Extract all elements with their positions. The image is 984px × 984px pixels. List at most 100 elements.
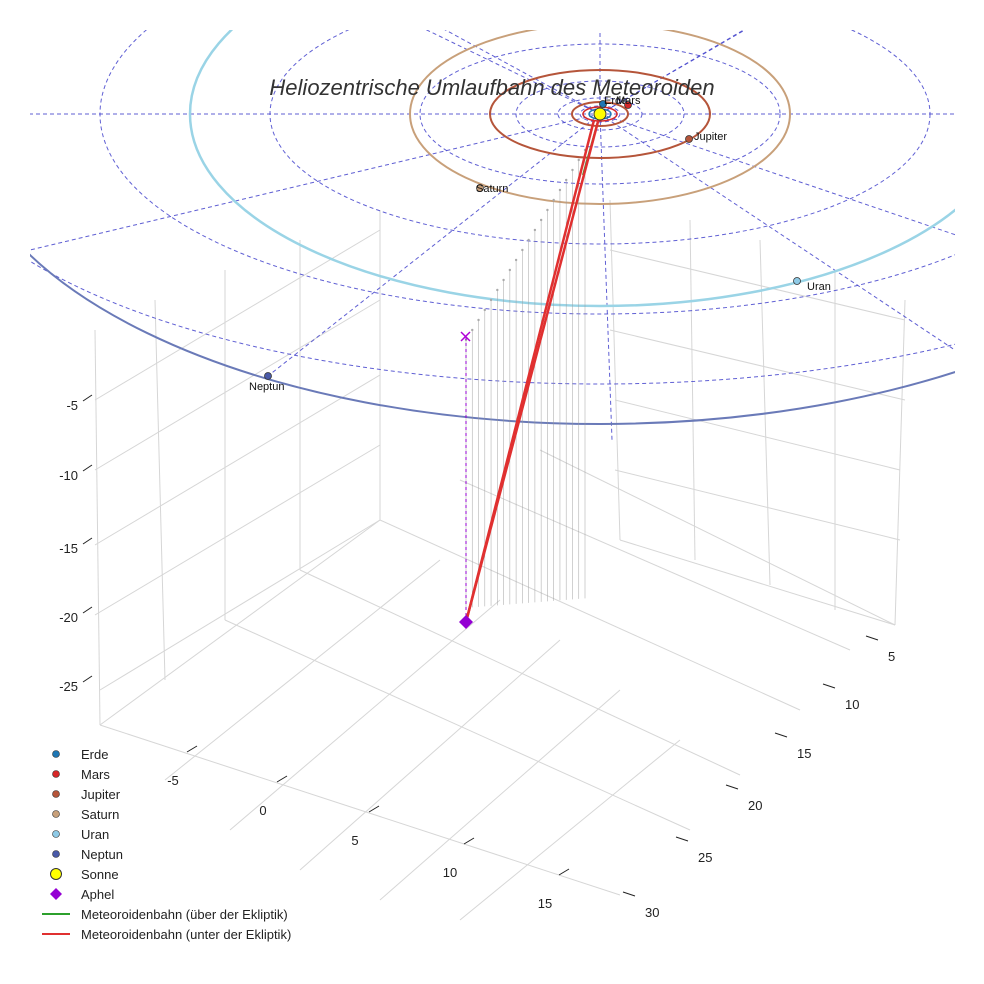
polar-spoke <box>267 113 601 377</box>
legend-swatch <box>50 888 62 900</box>
aphel-marker <box>459 615 473 629</box>
legend-swatch <box>52 790 60 798</box>
grid-line <box>619 539 896 626</box>
legend-label: Erde <box>81 747 108 762</box>
orbit-saturn <box>409 30 791 205</box>
grid-line <box>614 469 901 541</box>
legend-label: Sonne <box>81 867 119 882</box>
y-tick-label: 15 <box>797 746 811 761</box>
x-tick-label: 10 <box>443 865 457 880</box>
polar-spoke <box>599 113 955 351</box>
planet-orbits <box>30 30 955 425</box>
z-tick-mark <box>82 537 93 545</box>
orbit-uran <box>188 30 955 308</box>
grid-line <box>299 569 741 776</box>
y-tick-mark <box>622 891 636 897</box>
x-tick-label: 5 <box>351 833 358 848</box>
x-tick-mark <box>276 775 288 783</box>
grid-line <box>894 299 906 626</box>
planet-erde <box>599 100 607 108</box>
drop-point <box>514 258 518 262</box>
legend-swatch <box>50 868 62 880</box>
drop-point <box>577 158 580 162</box>
grid-line <box>94 299 381 471</box>
x-tick-mark <box>368 805 380 813</box>
z-tick-label: -10 <box>59 468 78 483</box>
grid-line <box>94 374 381 546</box>
planet-jupiter <box>685 135 693 143</box>
planet-label-uran: Uran <box>807 281 831 293</box>
x-tick-mark <box>463 837 475 845</box>
grid-line <box>689 219 696 561</box>
drop-point <box>533 228 537 232</box>
drop-point <box>539 218 543 222</box>
x-tick-mark <box>558 868 570 876</box>
drop-point <box>527 238 530 242</box>
grid-line <box>154 299 166 681</box>
z-tick-mark <box>82 606 93 614</box>
legend-label: Jupiter <box>81 787 121 802</box>
grid-line <box>759 239 771 586</box>
drop-point <box>521 248 524 252</box>
legend: Erde Mars Jupiter Saturn Uran Neptun Sonne Aphe… <box>42 747 291 942</box>
x-tick-label: 0 <box>259 803 266 818</box>
planet-label-jupiter: Jupiter <box>694 131 727 143</box>
z-tick-label: -15 <box>59 541 78 556</box>
grid-line <box>459 479 851 651</box>
box-grid <box>94 199 906 921</box>
legend-label: Mars <box>81 767 110 782</box>
legend-swatch <box>52 750 60 758</box>
drop-point <box>552 198 555 202</box>
grid-line <box>99 519 381 726</box>
drop-point <box>471 328 474 332</box>
planet-label-erde: Erde <box>604 95 627 107</box>
y-tick-label: 5 <box>888 649 895 664</box>
grid-line <box>614 399 901 471</box>
orbit-mars <box>582 106 618 122</box>
y-tick-label: 25 <box>698 850 712 865</box>
z-tick-label: -20 <box>59 610 78 625</box>
grid-line <box>459 739 681 921</box>
z-tick-label: -5 <box>66 398 78 413</box>
grid-line <box>609 329 906 401</box>
x-tick-mark <box>186 745 198 753</box>
planet-neptun <box>264 372 272 380</box>
legend-swatch <box>52 770 60 778</box>
y-tick-label: 20 <box>748 798 762 813</box>
grid-line <box>99 724 621 896</box>
x-tick-label: 15 <box>538 896 552 911</box>
planet-saturn <box>476 184 484 192</box>
y-tick-mark <box>725 784 739 790</box>
z-tick-mark <box>82 394 93 402</box>
y-tick-mark <box>865 635 879 641</box>
legend-label: Meteoroidenbahn (unter der Ekliptik) <box>81 927 291 942</box>
meteoroid-paths <box>464 113 602 623</box>
grid-line <box>224 619 691 831</box>
drop-point <box>502 278 505 282</box>
legend-label: Meteoroidenbahn (über der Ekliptik) <box>81 907 288 922</box>
z-tick-mark <box>82 464 93 472</box>
z-tick-mark <box>82 675 93 683</box>
y-tick-mark <box>675 836 689 842</box>
z-tick-label: -25 <box>59 679 78 694</box>
drop-point <box>565 178 568 182</box>
drop-point <box>489 298 493 302</box>
y-tick-label: 30 <box>645 905 659 920</box>
orbit-jupiter-outer <box>489 69 711 159</box>
drop-point <box>496 288 499 292</box>
chart-title: Heliozentrische Umlaufbahn des Meteoroid… <box>269 75 714 100</box>
drop-point <box>477 318 480 322</box>
legend-label: Saturn <box>81 807 119 822</box>
x-tick-label: -5 <box>167 773 179 788</box>
grid-line <box>94 229 381 401</box>
legend-swatch <box>52 830 60 838</box>
grid-line <box>379 689 621 901</box>
drop-point <box>508 268 512 272</box>
legend-label: Neptun <box>81 847 123 862</box>
path-below-ecliptic-b <box>464 119 596 623</box>
drop-point <box>571 168 574 172</box>
grid-line <box>99 519 381 691</box>
grid-line <box>609 249 906 321</box>
